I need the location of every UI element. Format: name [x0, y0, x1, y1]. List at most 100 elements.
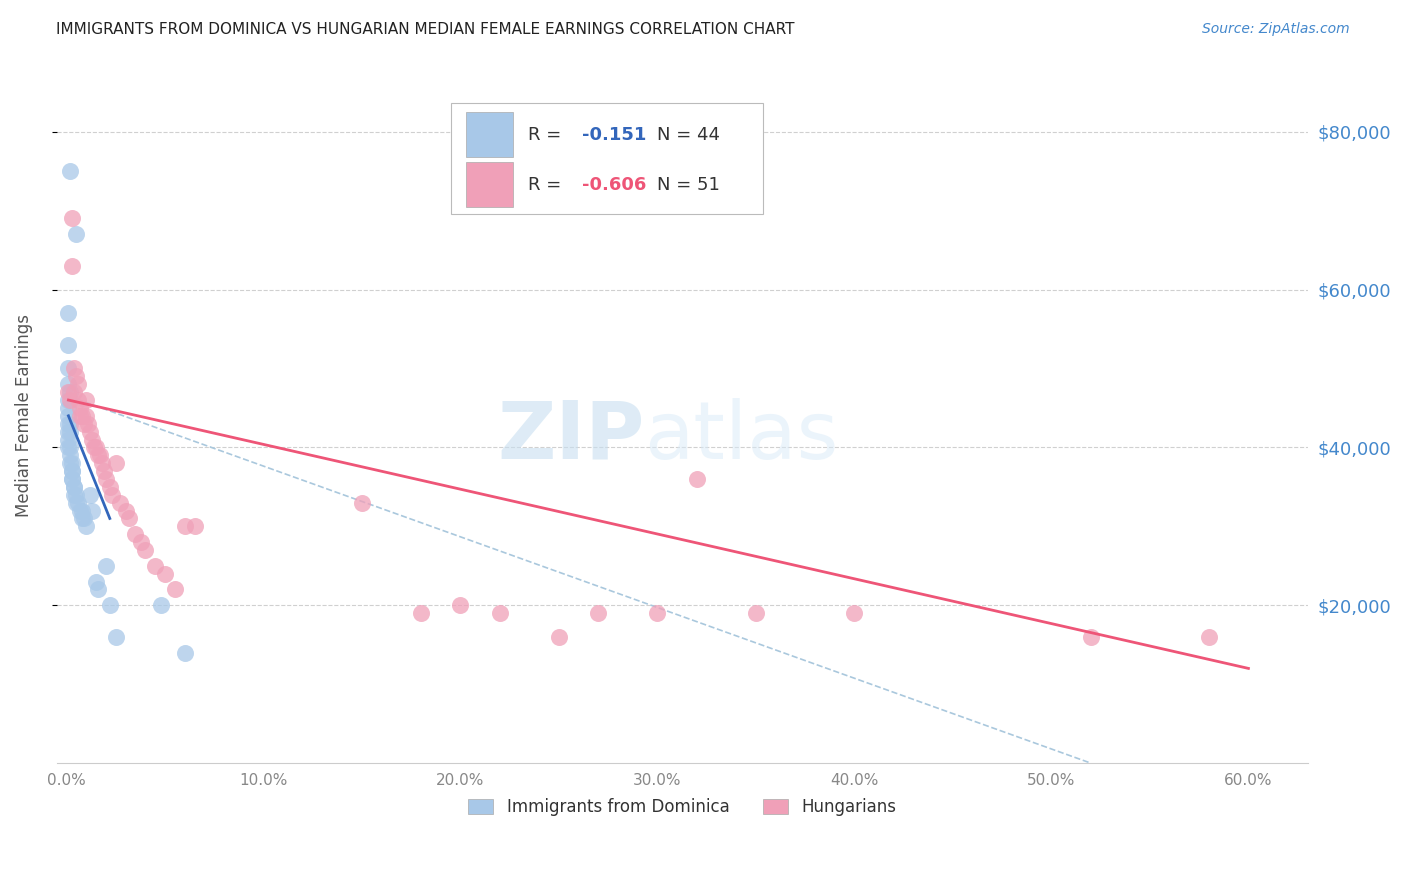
Point	[83, 441, 105, 455]
Point	[69, 401, 91, 415]
Text: N = 51: N = 51	[657, 176, 720, 194]
Point	[58, 392, 80, 407]
Point	[59, 441, 82, 455]
Point	[75, 392, 97, 407]
Point	[65, 369, 87, 384]
Point	[173, 646, 195, 660]
FancyBboxPatch shape	[465, 162, 513, 207]
Point	[1198, 630, 1220, 644]
Point	[131, 535, 153, 549]
Point	[548, 630, 571, 644]
Point	[63, 480, 86, 494]
Text: N = 44: N = 44	[657, 126, 720, 144]
Text: Source: ZipAtlas.com: Source: ZipAtlas.com	[1202, 22, 1350, 37]
Point	[93, 464, 115, 478]
Point	[350, 496, 373, 510]
Text: -0.606: -0.606	[582, 176, 647, 194]
Point	[588, 606, 610, 620]
Point	[58, 425, 80, 439]
Point	[87, 448, 110, 462]
Point	[63, 488, 86, 502]
Point	[60, 464, 83, 478]
Point	[59, 417, 82, 431]
Point	[686, 472, 709, 486]
Point	[59, 385, 82, 400]
Point	[60, 259, 83, 273]
Y-axis label: Median Female Earnings: Median Female Earnings	[15, 314, 32, 517]
Text: -0.151: -0.151	[582, 126, 647, 144]
Point	[163, 582, 186, 597]
Point	[104, 456, 127, 470]
FancyBboxPatch shape	[465, 112, 513, 157]
Point	[60, 464, 83, 478]
Point	[58, 409, 80, 423]
Point	[844, 606, 866, 620]
Point	[58, 361, 80, 376]
Point	[59, 392, 82, 407]
Point	[108, 496, 131, 510]
Point	[60, 211, 83, 226]
Point	[59, 425, 82, 439]
Point	[59, 164, 82, 178]
Point	[65, 496, 87, 510]
Point	[77, 417, 100, 431]
Point	[67, 496, 90, 510]
Point	[65, 227, 87, 242]
Point	[63, 480, 86, 494]
Point	[58, 417, 80, 431]
Point	[94, 472, 117, 486]
Point	[65, 488, 87, 502]
Point	[58, 377, 80, 392]
Point	[173, 519, 195, 533]
Point	[58, 385, 80, 400]
Point	[67, 377, 90, 392]
Point	[94, 558, 117, 573]
Point	[1080, 630, 1102, 644]
Point	[79, 488, 101, 502]
Point	[80, 433, 103, 447]
Point	[104, 630, 127, 644]
Point	[69, 503, 91, 517]
Point	[143, 558, 166, 573]
Point	[58, 306, 80, 320]
Point	[73, 417, 96, 431]
Point	[75, 409, 97, 423]
Point	[90, 456, 112, 470]
Point	[60, 456, 83, 470]
Point	[59, 448, 82, 462]
Point	[73, 511, 96, 525]
Text: R =: R =	[529, 126, 574, 144]
Point	[75, 519, 97, 533]
Point	[87, 582, 110, 597]
Point	[118, 511, 141, 525]
Point	[67, 392, 90, 407]
Point	[63, 361, 86, 376]
Point	[89, 448, 111, 462]
Point	[489, 606, 512, 620]
Text: R =: R =	[529, 176, 561, 194]
FancyBboxPatch shape	[451, 103, 763, 214]
Point	[183, 519, 205, 533]
Text: IMMIGRANTS FROM DOMINICA VS HUNGARIAN MEDIAN FEMALE EARNINGS CORRELATION CHART: IMMIGRANTS FROM DOMINICA VS HUNGARIAN ME…	[56, 22, 794, 37]
Point	[79, 425, 101, 439]
Point	[84, 441, 107, 455]
Point	[60, 472, 83, 486]
Point	[150, 599, 173, 613]
Point	[70, 409, 93, 423]
Point	[98, 599, 121, 613]
Text: ZIP: ZIP	[498, 398, 644, 475]
Point	[114, 503, 136, 517]
Point	[60, 472, 83, 486]
Point	[70, 511, 93, 525]
Point	[70, 503, 93, 517]
Point	[409, 606, 432, 620]
Legend: Immigrants from Dominica, Hungarians: Immigrants from Dominica, Hungarians	[460, 789, 904, 824]
Point	[100, 488, 122, 502]
Point	[59, 456, 82, 470]
Point	[134, 543, 156, 558]
Point	[449, 599, 471, 613]
Point	[153, 566, 176, 581]
Point	[69, 409, 91, 423]
Point	[58, 433, 80, 447]
Point	[647, 606, 669, 620]
